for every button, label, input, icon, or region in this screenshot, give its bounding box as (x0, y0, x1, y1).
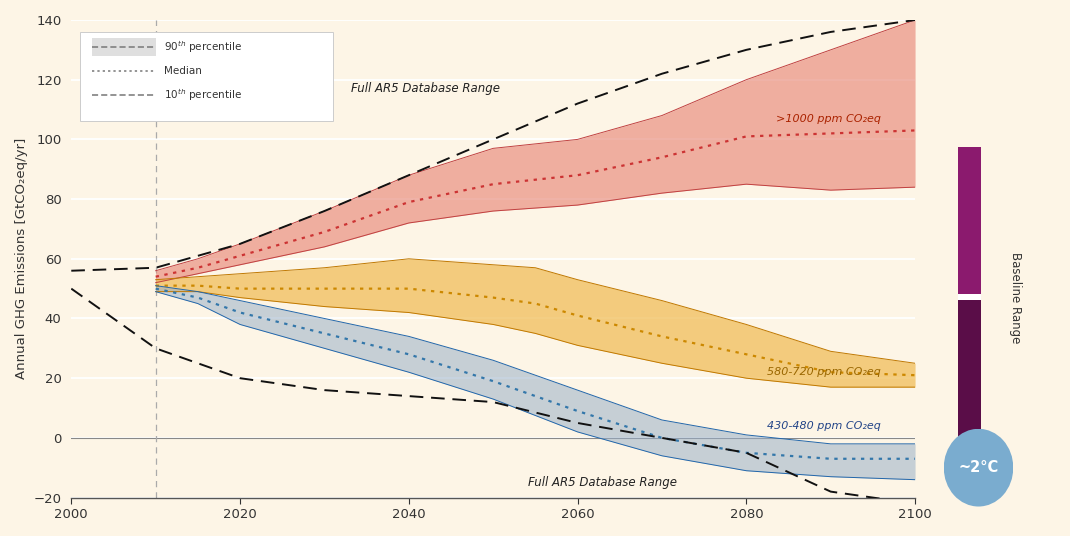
FancyBboxPatch shape (80, 32, 333, 122)
Y-axis label: Annual GHG Emissions [GtCO₂eq/yr]: Annual GHG Emissions [GtCO₂eq/yr] (15, 138, 28, 379)
Text: 430-480 ppm CO₂eq: 430-480 ppm CO₂eq (767, 421, 882, 431)
Text: Full AR5 Database Range: Full AR5 Database Range (529, 475, 677, 489)
Bar (958, 294, 981, 301)
Bar (92, 38, 155, 56)
Text: Median: Median (164, 66, 202, 76)
Text: ~2°C: ~2°C (959, 460, 998, 475)
Text: Baseline Range: Baseline Range (1009, 252, 1023, 343)
Text: 580-720 ppm CO₂eq: 580-720 ppm CO₂eq (767, 367, 882, 377)
Bar (958, 301, 981, 448)
Ellipse shape (944, 429, 1013, 507)
Text: 10$^{th}$ percentile: 10$^{th}$ percentile (164, 87, 242, 102)
Bar (958, 147, 981, 297)
Text: Full AR5 Database Range: Full AR5 Database Range (351, 81, 500, 95)
Text: 90$^{th}$ percentile: 90$^{th}$ percentile (164, 39, 242, 55)
Text: >1000 ppm CO₂eq: >1000 ppm CO₂eq (777, 114, 882, 123)
